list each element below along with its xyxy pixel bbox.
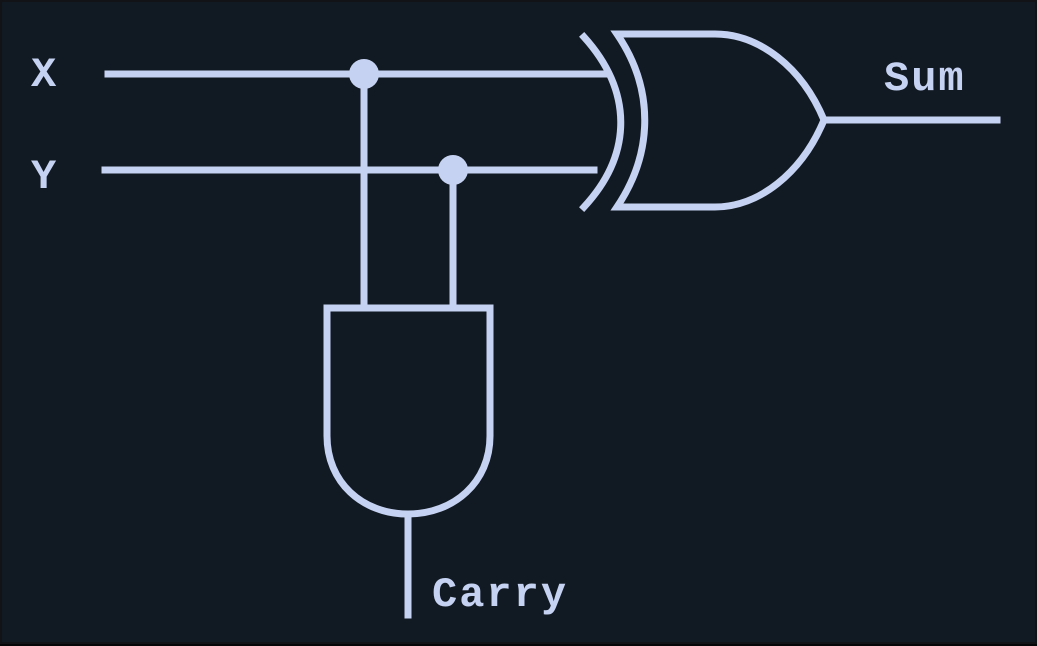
input-y-label: Y xyxy=(31,153,58,201)
input-x-label: X xyxy=(31,51,58,99)
y-junction-dot xyxy=(438,155,468,185)
x-junction-dot xyxy=(349,59,379,89)
carry-output-label: Carry xyxy=(432,571,568,619)
and-gate-body xyxy=(323,304,494,518)
xor-gate-body xyxy=(610,30,828,211)
xor-gate-input-curve xyxy=(579,32,625,212)
sum-output-label: Sum xyxy=(884,55,966,103)
